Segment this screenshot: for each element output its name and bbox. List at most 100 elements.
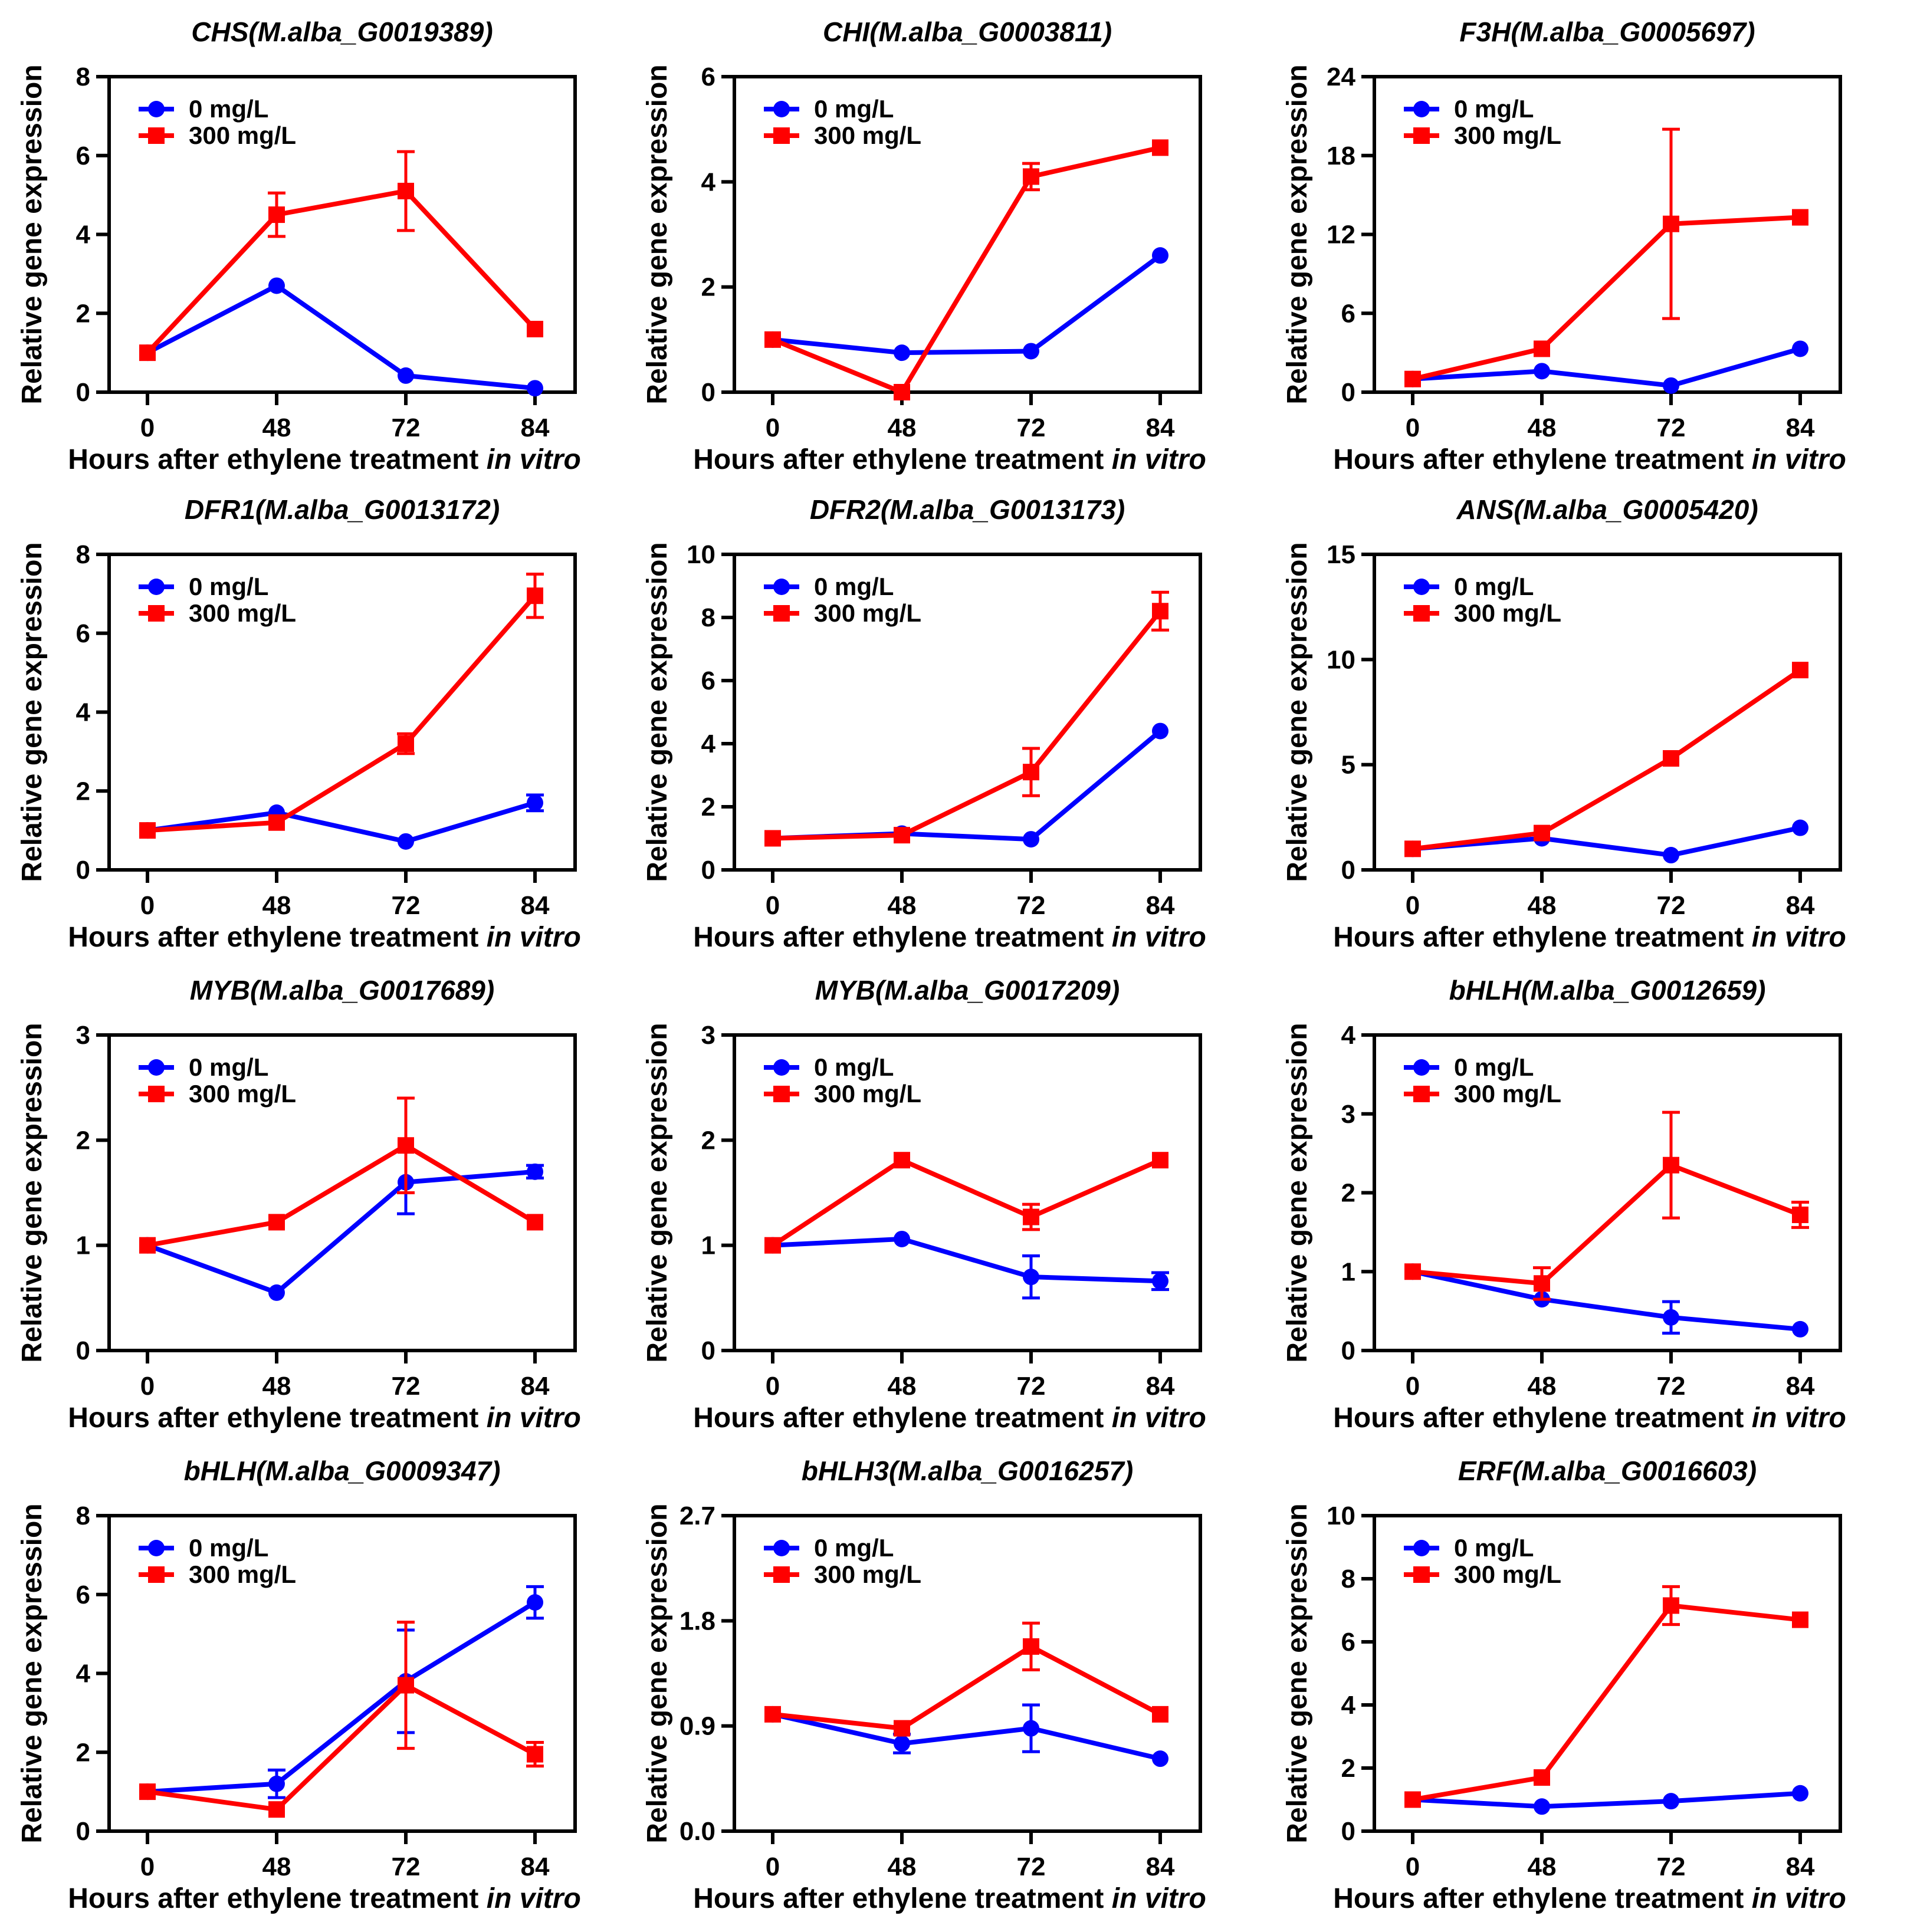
x-axis-label: Hours after ethylene treatment in vitro — [693, 922, 1206, 953]
x-tick-label: 48 — [262, 1372, 291, 1401]
x-tick-label: 72 — [392, 413, 421, 442]
x-axis-label: Hours after ethylene treatment in vitro — [68, 1402, 581, 1434]
data-point — [1663, 1309, 1679, 1326]
y-axis-label: Relative gene expression — [17, 1503, 48, 1843]
chart-panel-12: ERF(M.alba_G0016603) 0 2 4 6 8 10 0 48 72 84Hours … — [1282, 1455, 1846, 1914]
y-axis-label: Relative gene expression — [1282, 1023, 1313, 1362]
plot-frame — [107, 75, 577, 394]
x-axis-label: Hours after ethylene treatment in vitro — [1333, 922, 1846, 953]
y-axis-label: Relative gene expression — [642, 1023, 673, 1362]
x-tick-label: 84 — [521, 1372, 550, 1401]
series-line — [1412, 215, 1801, 382]
y-tick-label: 0 — [1341, 856, 1355, 885]
data-point — [398, 182, 414, 199]
series-line — [772, 253, 1162, 356]
chart-panel-11: bHLH3(M.alba_G0016257) 0.0 0.9 1.8 2.7 0 48 72 8… — [642, 1455, 1206, 1914]
x-tick-label: 48 — [1528, 891, 1557, 920]
legend-marker — [148, 1540, 165, 1556]
x-tick-label: 48 — [888, 891, 917, 920]
data-point — [268, 206, 285, 224]
y-tick-label: 2.7 — [680, 1501, 715, 1530]
x-tick-label: 0 — [1406, 891, 1420, 920]
data-point — [1663, 750, 1679, 767]
legend-marker — [148, 605, 165, 622]
legend-marker — [1413, 101, 1430, 117]
x-tick-label: 72 — [1657, 1852, 1686, 1881]
data-point — [268, 1801, 285, 1818]
plot-frame — [733, 75, 1202, 394]
data-point — [894, 384, 910, 400]
y-tick-label: 8 — [1341, 1565, 1355, 1593]
legend-marker — [773, 605, 790, 622]
series-line — [1412, 825, 1801, 858]
plot-frame — [1373, 553, 1842, 872]
y-tick-label: 8 — [76, 1501, 90, 1530]
chart-title: bHLH3(M.alba_G0016257) — [802, 1455, 1133, 1486]
x-tick-label: 0 — [140, 413, 155, 442]
x-tick-label: 72 — [392, 1372, 421, 1401]
data-point — [1023, 764, 1039, 781]
data-point — [398, 1677, 414, 1694]
legend-label: 0 mg/L — [189, 1053, 268, 1081]
x-tick-label: 0 — [140, 1852, 155, 1881]
chart-title: DFR2(M.alba_G0013173) — [810, 494, 1125, 525]
data-point — [1152, 247, 1168, 264]
data-point — [1663, 1597, 1679, 1614]
data-point — [1023, 168, 1039, 185]
x-tick-label: 72 — [1017, 413, 1046, 442]
legend-label: 300 mg/L — [189, 1560, 296, 1588]
legend-marker — [773, 101, 790, 117]
x-tick-label: 48 — [262, 413, 291, 442]
data-point — [268, 1214, 285, 1231]
data-point — [527, 794, 543, 811]
series-line — [772, 609, 1163, 841]
data-point — [1152, 722, 1168, 740]
legend-label: 300 mg/L — [189, 599, 296, 627]
x-axis-label: Hours after ethylene treatment in vitro — [693, 1883, 1206, 1914]
chart-title: bHLH(M.alba_G0009347) — [184, 1455, 501, 1486]
y-tick-label: 6 — [1341, 299, 1355, 328]
legend-marker — [773, 1086, 790, 1102]
data-point — [268, 814, 285, 831]
data-point — [1663, 1793, 1679, 1810]
chart-title: ERF(M.alba_G0016603) — [1458, 1455, 1757, 1486]
series-line — [1412, 1790, 1801, 1809]
series-line — [1412, 1162, 1801, 1286]
y-tick-label: 0 — [1341, 378, 1355, 407]
data-point — [1404, 370, 1421, 387]
y-tick-label: 0 — [701, 856, 715, 885]
x-tick-label: 72 — [1657, 891, 1686, 920]
x-tick-label: 72 — [1017, 1852, 1046, 1881]
data-point — [139, 344, 156, 362]
data-point — [1663, 377, 1679, 394]
data-point — [1792, 819, 1808, 836]
x-tick-label: 72 — [1017, 891, 1046, 920]
x-tick-label: 84 — [521, 891, 550, 920]
legend-marker — [1413, 1540, 1430, 1556]
data-point — [1404, 1263, 1421, 1280]
x-tick-label: 72 — [1657, 1372, 1686, 1401]
data-point — [894, 1152, 910, 1169]
legend-label: 0 mg/L — [189, 573, 268, 600]
legend-label: 0 mg/L — [189, 1534, 268, 1562]
legend-label: 300 mg/L — [814, 599, 921, 627]
x-tick-label: 48 — [888, 413, 917, 442]
y-tick-label: 5 — [1341, 751, 1355, 780]
y-tick-label: 12 — [1327, 221, 1355, 249]
legend-marker — [1413, 127, 1430, 144]
x-tick-label: 84 — [1786, 891, 1815, 920]
series-line — [147, 1143, 537, 1248]
series-line — [146, 188, 537, 354]
series-line — [772, 1711, 1161, 1762]
series-line — [772, 145, 1161, 395]
legend-label: 300 mg/L — [1454, 599, 1561, 627]
plot-frame — [107, 1514, 577, 1833]
data-point — [1152, 1706, 1168, 1723]
legend-label: 300 mg/L — [189, 121, 296, 149]
